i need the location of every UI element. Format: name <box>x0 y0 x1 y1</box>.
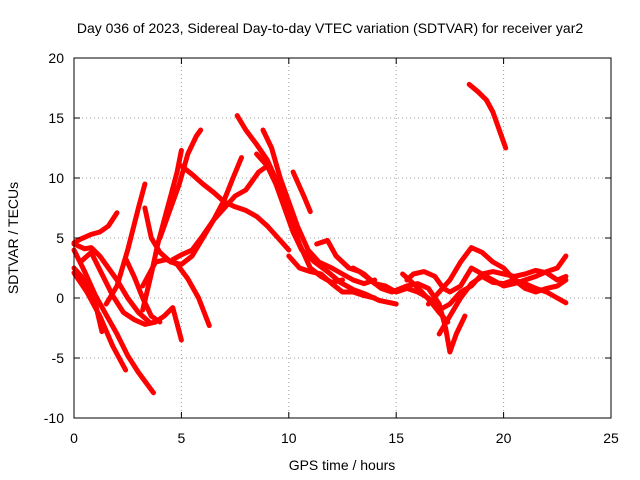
y-tick-label: 20 <box>48 50 64 66</box>
series-trace-24 <box>436 273 569 337</box>
series-trace-7 <box>103 181 148 307</box>
axes: 0 5 10 15 20 25 -10 -5 0 5 10 15 20 <box>44 50 619 446</box>
series-trace-5 <box>71 241 152 325</box>
series-trace-3 <box>71 270 129 373</box>
grid-lines <box>74 58 611 418</box>
series-trace-14 <box>170 155 244 263</box>
series-trace-13 <box>178 163 292 253</box>
series-trace-1 <box>71 210 120 246</box>
y-tick-label: 10 <box>48 170 64 186</box>
series-trace-22 <box>400 271 451 325</box>
y-tick-label: -10 <box>44 410 64 426</box>
series-trace-20 <box>314 237 468 355</box>
y-tick-label: -5 <box>52 350 65 366</box>
x-tick-label: 5 <box>178 430 186 446</box>
series-trace-6 <box>77 249 184 343</box>
series-trace-12 <box>157 127 204 241</box>
x-axis-label: GPS time / hours <box>289 457 396 473</box>
series-trace-19 <box>290 169 313 215</box>
series-trace-18 <box>286 253 378 301</box>
series-trace-23 <box>404 253 569 295</box>
series-trace-8 <box>123 255 163 325</box>
series-trace-25 <box>425 245 569 307</box>
x-tick-label: 10 <box>281 430 297 446</box>
y-tick-label: 15 <box>48 110 64 126</box>
x-tick-label: 20 <box>496 430 512 446</box>
series-trace-26 <box>466 81 509 151</box>
chart-title: Day 036 of 2023, Sidereal Day-to-day VTE… <box>77 20 583 36</box>
series-trace-16 <box>260 127 378 287</box>
data-series <box>71 81 569 396</box>
y-tick-label: 5 <box>56 230 64 246</box>
x-tick-label: 25 <box>603 430 619 446</box>
series-trace-21 <box>350 265 569 313</box>
x-tick-label: 15 <box>388 430 404 446</box>
y-tick-label: 0 <box>56 290 64 306</box>
x-tick-label: 0 <box>70 430 78 446</box>
y-axis-label: SDTVAR / TECUs <box>5 182 21 294</box>
series-trace-4 <box>71 247 156 396</box>
